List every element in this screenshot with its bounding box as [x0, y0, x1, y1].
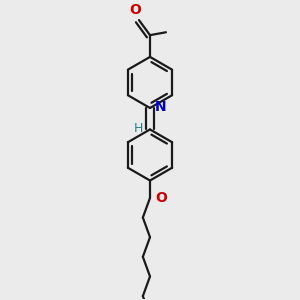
Text: O: O: [130, 3, 141, 17]
Text: N: N: [155, 100, 167, 114]
Text: H: H: [134, 122, 143, 134]
Text: O: O: [155, 191, 167, 205]
